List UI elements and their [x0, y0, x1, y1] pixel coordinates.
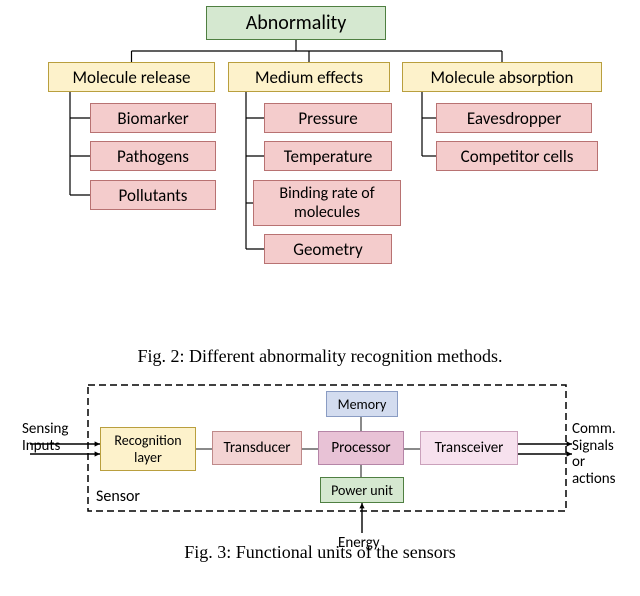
sensor-td: Transducer — [212, 431, 302, 465]
sensor-pw: Power unit — [320, 477, 404, 503]
tree-leaf: Pathogens — [90, 141, 216, 171]
energy-label: Energy — [338, 535, 380, 552]
tree-leaf: Temperature — [264, 141, 392, 171]
comm-output-label: Comm.Signalsor actions — [572, 421, 626, 487]
tree-leaf: Pressure — [264, 103, 392, 133]
sensor-mem: Memory — [326, 391, 398, 417]
tree-category-me: Medium effects — [228, 62, 390, 92]
abnormality-tree: Abnormality Molecule release Medium effect… — [0, 0, 640, 340]
sensing-input-label: SensingInputs — [22, 421, 69, 454]
tree-leaf: Eavesdropper — [436, 103, 592, 133]
figure-2-caption: Fig. 2: Different abnormality recognitio… — [0, 346, 640, 367]
tree-leaf: Biomarker — [90, 103, 216, 133]
tree-leaf: Competitor cells — [436, 141, 598, 171]
sensor-rec: Recognition layer — [100, 427, 196, 471]
tree-leaf: Pollutants — [90, 180, 216, 210]
tree-root: Abnormality — [206, 6, 386, 40]
sensor-diagram: Recognition layer Transducer Processor Tran… — [16, 381, 626, 536]
tree-category-ma: Molecule absorption — [402, 62, 602, 92]
sensor-tc: Transceiver — [420, 431, 518, 465]
sensor-box-label: Sensor — [96, 487, 140, 506]
tree-leaf: Binding rate of molecules — [253, 180, 401, 226]
sensor-pr: Processor — [318, 431, 404, 465]
tree-leaf: Geometry — [264, 234, 392, 264]
tree-category-mr: Molecule release — [48, 62, 215, 92]
figure-3-caption: Fig. 3: Functional units of the sensors — [0, 542, 640, 563]
